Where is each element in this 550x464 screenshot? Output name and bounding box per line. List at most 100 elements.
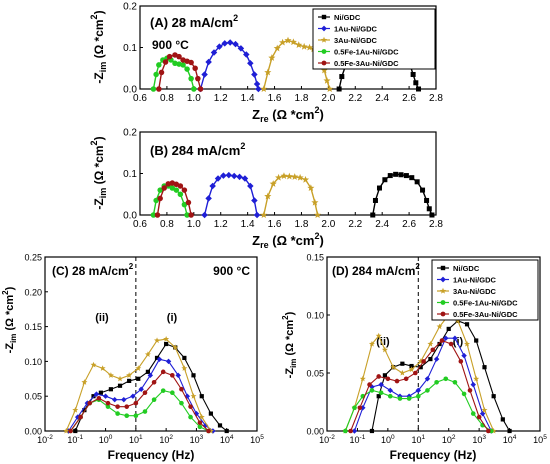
data-point [111,396,118,403]
data-point [63,427,70,434]
data-point [470,411,476,416]
series-line [70,371,209,432]
series-line [203,174,258,216]
data-point [221,40,229,47]
panel-b-y-axis-label: -Zim (Ω *cm2) [89,136,108,209]
panel-c-x-tick-label: 102 [159,434,173,445]
panel-c-annotation-ii: (ii) [95,312,109,324]
data-point [393,171,399,177]
data-point [251,197,258,204]
data-point [247,60,254,67]
data-point [253,211,261,219]
panel-a-label: (A) 28 mA/cm2 [150,13,238,30]
data-point [314,211,322,219]
data-point [301,175,310,183]
data-point [216,43,223,50]
data-point [305,43,314,51]
data-point [452,379,458,385]
panel-a-x-tick-label: 0.8 [160,93,174,104]
series-line [350,339,489,432]
legend-marker [440,300,446,305]
data-point [177,183,184,189]
data-point [367,382,372,387]
series-line [263,175,319,216]
data-point [90,361,97,368]
panel-a-x-axis-label: Zre (Ω *cm2) [252,105,324,124]
data-point [479,410,486,417]
data-point [400,361,405,366]
data-point [136,376,141,381]
data-point [268,54,276,61]
data-point [173,187,180,193]
data-point [428,356,433,362]
panel-a-x-tick-label: 1.0 [187,93,201,104]
data-point [96,395,102,401]
data-point [467,388,473,393]
data-point [415,393,421,399]
data-point [181,201,188,208]
data-point [461,391,467,397]
panel-b-y-tick-label: 0.1 [123,169,137,180]
data-point [251,71,258,78]
data-point [285,172,293,180]
data-point [237,45,245,52]
legend-entry: 0.5Fe-1Au-Ni/GDC [334,48,399,57]
legend-entry: 0.5Fe-3Au-Ni/GDC [453,310,518,319]
data-point [130,393,136,399]
data-point [399,369,406,376]
data-point [150,86,157,92]
panel-c-x-tick-label: 100 [99,434,113,445]
data-point [434,379,439,385]
data-point [370,212,376,218]
panel-c-y-tick-label: 0.10 [24,357,42,367]
panel-d-data [342,257,512,434]
panel-c-x-tick-label: 104 [220,434,234,445]
data-point [144,351,151,357]
data-point [429,212,435,218]
data-point [206,428,211,434]
data-point [291,173,299,180]
panel-d-x-tick-label: 10-1 [350,434,366,445]
legend-marker [440,311,446,317]
data-point [339,74,345,80]
data-point [205,195,212,202]
data-point [154,355,160,361]
data-point [210,49,218,56]
data-point [426,206,432,212]
data-point [448,341,454,347]
series-line [74,343,228,432]
data-point [201,71,208,78]
data-point [357,405,363,411]
panel-b-x-tick-label: 0.6 [133,219,147,230]
panel-d-y-axis-label: -Zim (Ω *cm2) [281,311,298,378]
panel-a-x-tick-label: 2.4 [375,93,389,104]
data-point [201,211,208,219]
panel-b-x-tick-label: 1.8 [295,219,309,230]
data-point [369,384,375,390]
panel-d-x-tick-label: 105 [533,434,547,445]
data-point [181,187,188,193]
data-point [192,65,198,71]
legend-marker [440,265,446,271]
data-point [300,42,308,50]
panel-c-y-tick-label: 0.15 [24,322,42,332]
data-point [138,386,144,392]
data-point [351,428,358,434]
data-point [105,404,111,409]
data-point [73,428,78,434]
data-point [199,394,204,399]
panel-d-x-tick-label: 102 [442,434,456,445]
data-point [182,355,187,361]
panel-a-y-tick-label: 0.1 [123,43,137,54]
data-point [142,409,148,414]
panel-b-axis-ticks: 0.6 0.8 1.0 1.2 1.4 1.6 1.8 2.0 2.2 2.4 2.6 2.8 0.0 0… [123,128,443,231]
data-point [124,413,130,418]
panel-c: (C) 28 mA/cm2 900 °C (ii) (i) 10-2 10-1 10… [1,253,264,463]
data-point [162,59,169,65]
panel-d-plot-frame [326,256,541,432]
panel-a-x-tick-label: 1.8 [295,93,309,104]
data-point [151,379,157,385]
panel-b-x-tick-label: 2.2 [348,219,362,230]
panel-d-x-tick-label: 101 [411,434,425,445]
data-point [437,341,442,347]
